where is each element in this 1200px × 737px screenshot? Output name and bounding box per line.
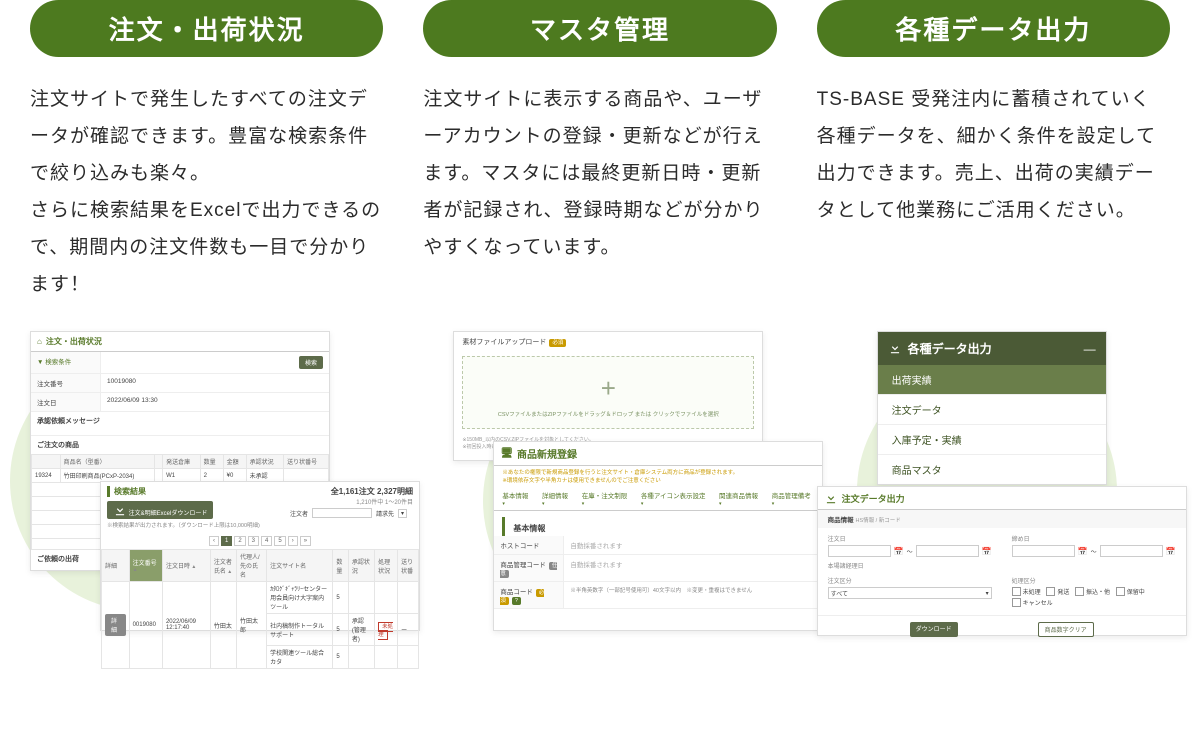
detail-button[interactable]: 詳細 <box>105 614 126 636</box>
feature-desc-export: TS-BASE 受発注内に蓄積されていく各種データを、細かく条件を設定して出力で… <box>817 81 1170 321</box>
collapse-icon[interactable]: — <box>1084 342 1096 356</box>
search-button[interactable]: 検索 <box>299 356 323 369</box>
feature-pill-master: マスタ管理 <box>423 0 776 57</box>
excel-download-button[interactable]: 注文&明細Excelダウンロード <box>107 501 213 519</box>
calendar-icon[interactable]: 📅 <box>1166 547 1176 556</box>
screenshot-search-results: 検索結果 注文&明細Excelダウンロード ※検索結果が出力されます。（ダウンロ… <box>100 481 420 631</box>
checkbox[interactable]: 振込・他 <box>1075 587 1110 596</box>
table-row: 詳細 0019080 2022/06/09 12:17:40 竹田太 竹田太郎 … <box>102 582 419 614</box>
date-input[interactable] <box>1012 545 1075 557</box>
calendar-icon[interactable]: 📅 <box>894 547 904 556</box>
pager[interactable]: ‹12345›» <box>101 533 419 549</box>
screenshot-export-form: 注文データ出力 商品情報 HS情報 / 新コード 注文日 📅〜📅 締め日 📅〜📅… <box>817 486 1187 636</box>
screenshot-product-register: 🖥商品新規登録 ※あなたの権限で新規商品登録を行うと注文サイト・倉庫システム両方… <box>493 441 823 631</box>
menu-item-shipment[interactable]: 出荷実績 <box>878 365 1106 394</box>
calendar-icon[interactable]: 📅 <box>1078 547 1088 556</box>
checkbox[interactable]: 保留中 <box>1116 587 1145 596</box>
results-table: 詳細 注文番号 注文日時 注文者氏名 代理人/先の氏名 注文サイト名 数量 承認… <box>101 549 419 669</box>
feature-desc-master: 注文サイトに表示する商品や、ユーザーアカウントの登録・更新などが行えます。マスタ… <box>423 81 776 321</box>
screenshot-export-menu: 各種データ出力 — 出荷実績 注文データ 入庫予定・実績 商品マスタ <box>877 331 1107 485</box>
menu-item-stock[interactable]: 入庫予定・実績 <box>878 424 1106 454</box>
date-input[interactable] <box>828 545 891 557</box>
feature-pill-orders: 注文・出荷状況 <box>30 0 383 57</box>
calendar-icon[interactable]: 📅 <box>982 547 992 556</box>
clear-button[interactable]: 商品数字クリア <box>1038 622 1094 637</box>
date-input[interactable] <box>916 545 979 557</box>
checkbox[interactable]: 未処理 <box>1012 587 1041 596</box>
menu-item-products[interactable]: 商品マスタ <box>878 454 1106 484</box>
monitor-icon: 🖥 <box>500 448 513 459</box>
download-icon <box>888 341 902 356</box>
download-icon <box>824 491 838 505</box>
download-button[interactable]: ダウンロード <box>910 622 958 637</box>
plus-icon: + <box>463 357 753 410</box>
menu-item-orders[interactable]: 注文データ <box>878 394 1106 424</box>
dropzone[interactable]: + CSVファイルまたはZIPファイルをドラッグ＆ドロップ または クリックでフ… <box>462 356 754 429</box>
feature-pill-export: 各種データ出力 <box>817 0 1170 57</box>
date-input[interactable] <box>1100 545 1163 557</box>
checkbox[interactable]: キャンセル <box>1012 598 1053 607</box>
checkbox[interactable]: 発送 <box>1046 587 1069 596</box>
feature-desc-orders: 注文サイトで発生したすべての注文データが確認できます。豊富な検索条件で絞り込みも… <box>30 81 383 321</box>
register-tabs[interactable]: 基本情報 詳細情報 在庫・注文制限 各種アイコン表示設定 関連商品情報 商品管理… <box>494 486 822 511</box>
home-icon: ⌂ <box>37 337 42 346</box>
select-order-type[interactable]: すべて▾ <box>828 587 992 599</box>
